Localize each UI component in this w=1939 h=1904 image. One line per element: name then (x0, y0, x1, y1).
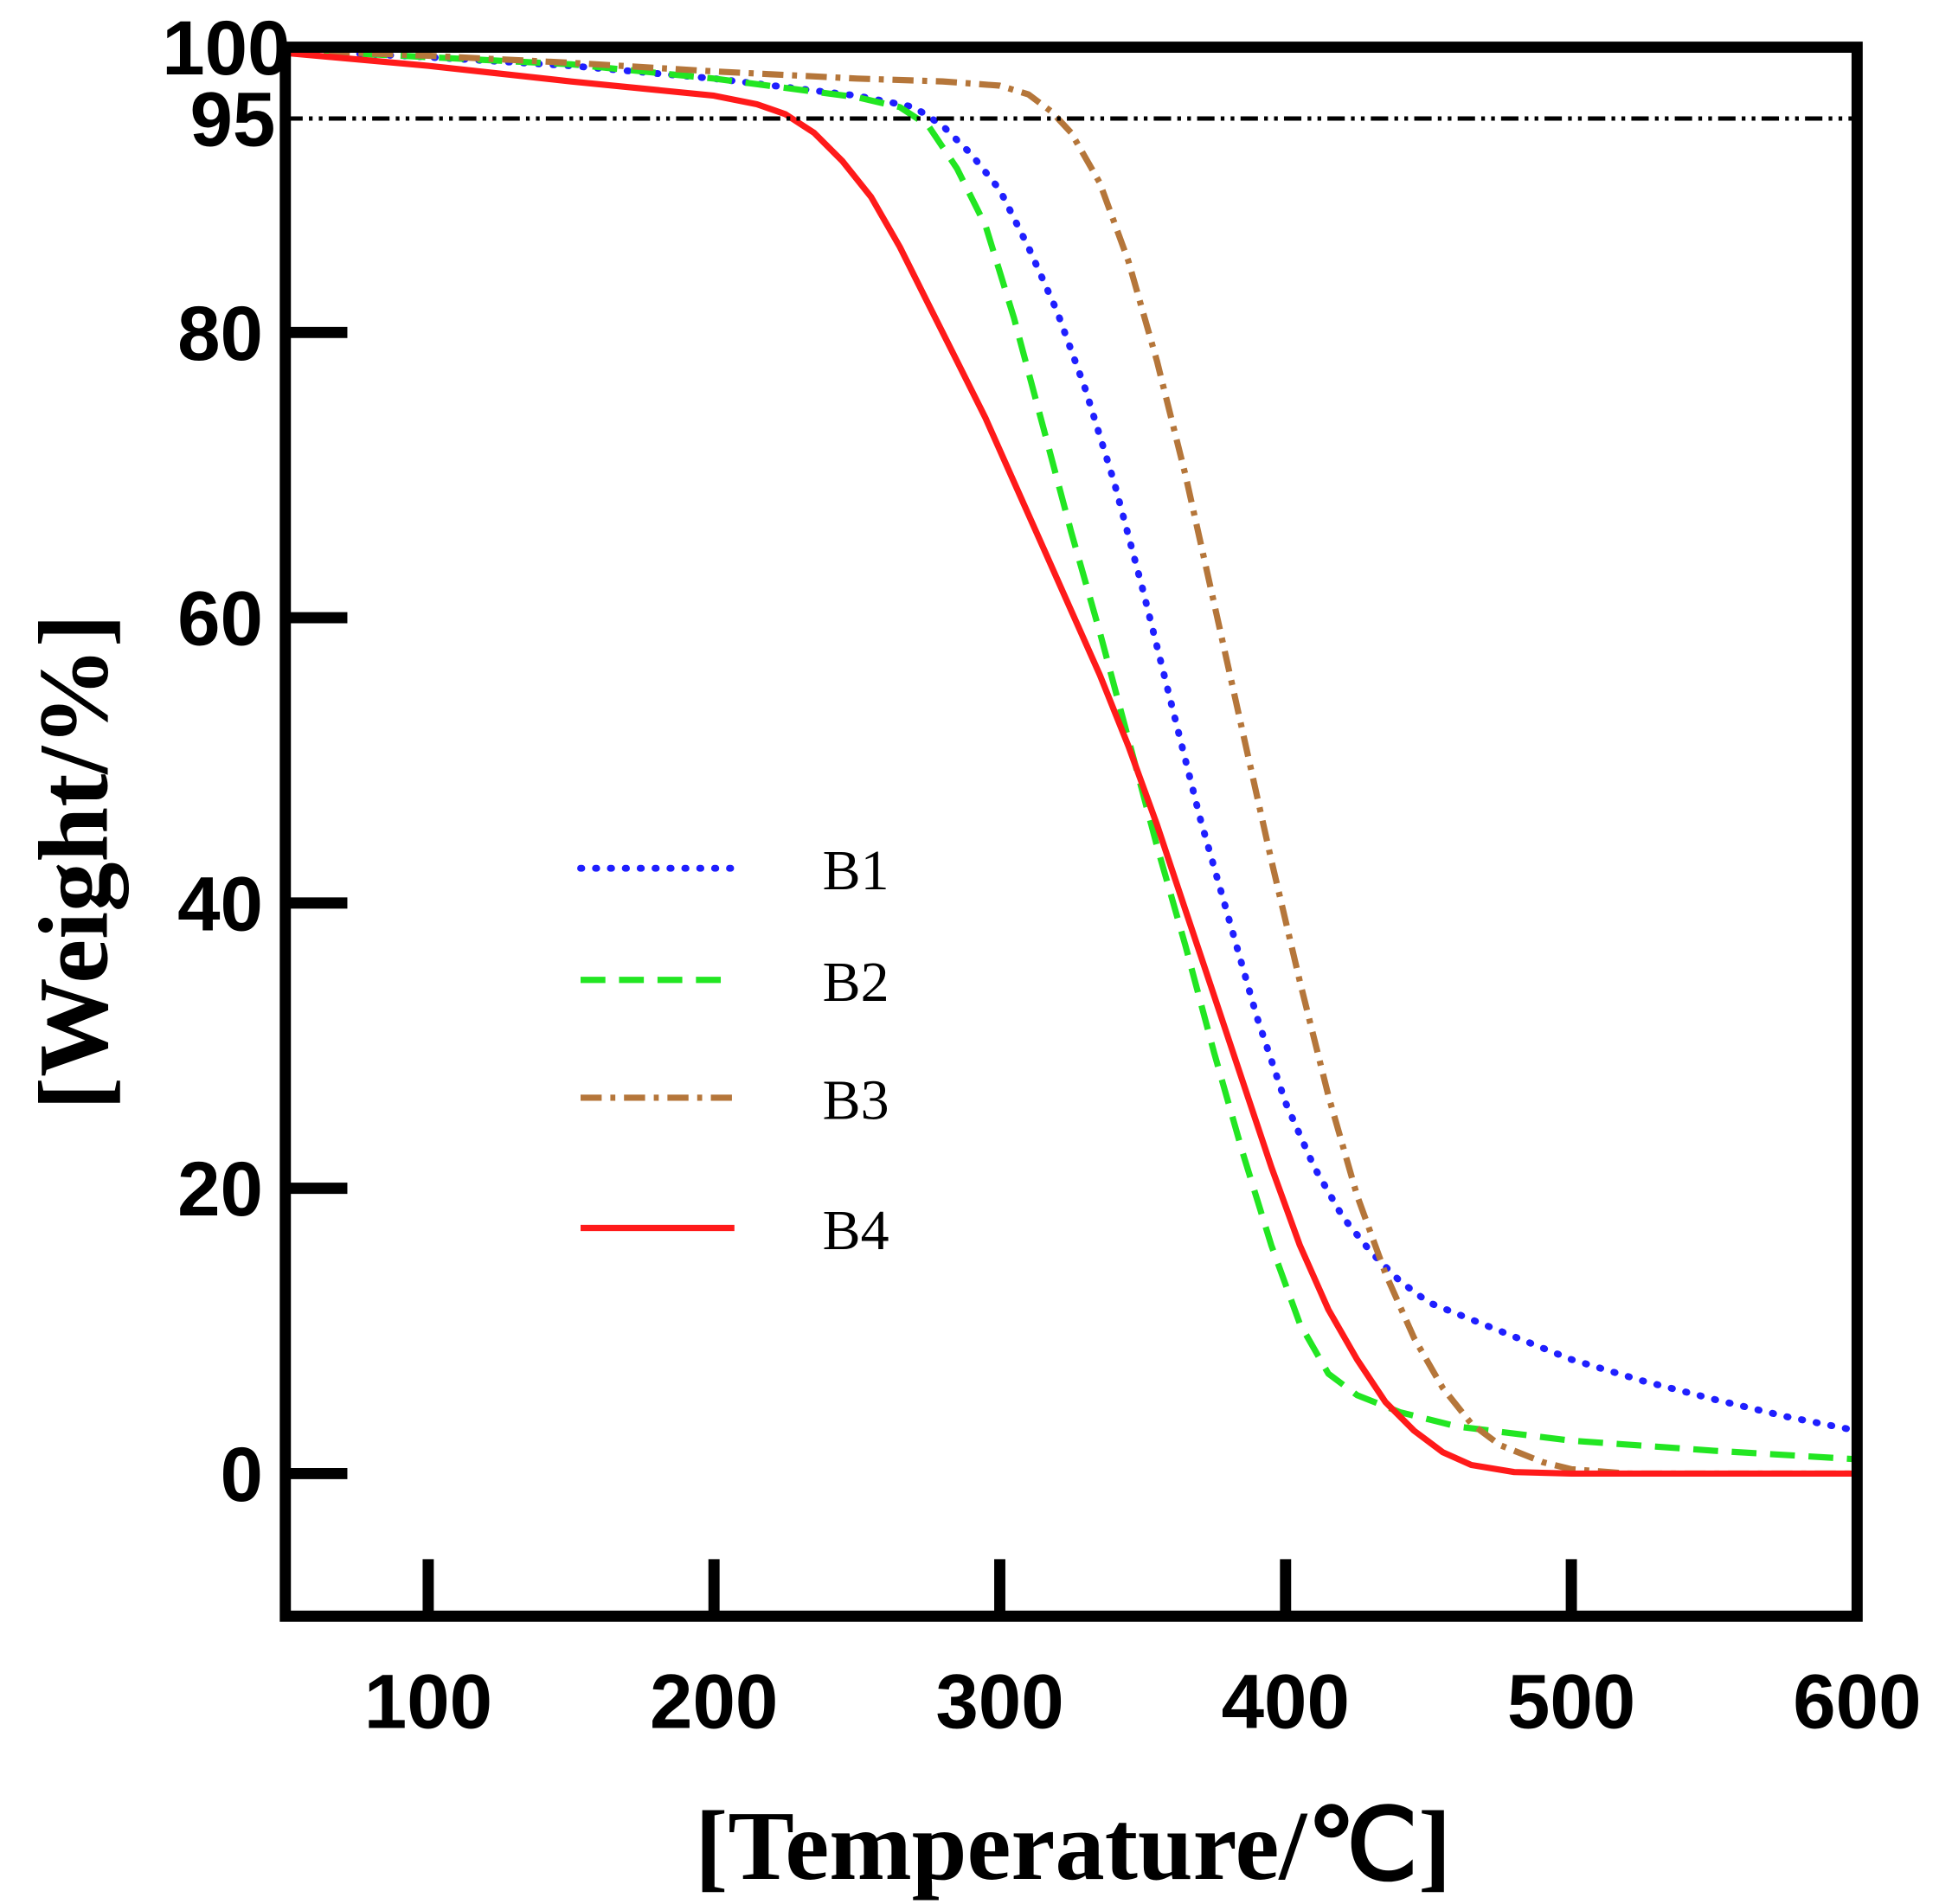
legend-label-b3: B3 (823, 1068, 889, 1132)
y-tick-label: 20 (177, 1146, 263, 1232)
y-tick-label: 40 (177, 861, 263, 946)
y-axis-title: [Weight/%] (18, 614, 128, 1110)
series-line-b1 (281, 46, 1861, 1434)
y-tick-label: 100 (162, 5, 290, 91)
legend-item-b4: B4 (581, 1199, 889, 1262)
plot-frame (279, 42, 1863, 1622)
legend-label-b4: B4 (823, 1199, 889, 1262)
x-tick-label: 100 (364, 1658, 492, 1744)
x-tick-label: 200 (650, 1658, 778, 1744)
legend-label-b1: B1 (823, 839, 889, 902)
x-tick-label: 400 (1222, 1658, 1350, 1744)
series-line-b3 (285, 47, 1858, 1477)
x-tick-label: 600 (1793, 1658, 1921, 1744)
x-tick-label: 500 (1507, 1658, 1635, 1744)
x-axis-title: [Temperature/℃] (695, 1791, 1451, 1901)
legend-label-b2: B2 (823, 951, 889, 1014)
y-tick-label: 60 (177, 576, 263, 662)
legend: B1 B2 B3 B4 (577, 839, 889, 1262)
legend-item-b3: B3 (581, 1068, 889, 1132)
y-tick-label: 80 (177, 291, 263, 376)
y-tick-label: 0 (221, 1432, 263, 1517)
x-tick-label: 300 (935, 1658, 1063, 1744)
tick-marks-group (285, 326, 1577, 1617)
legend-item-b1: B1 (577, 839, 889, 902)
series-group (281, 46, 1861, 1477)
series-line-b4 (285, 49, 1858, 1477)
legend-item-b2: B2 (581, 951, 889, 1014)
y-tick-label: 95 (189, 77, 275, 163)
series-line-b2 (285, 47, 1858, 1463)
